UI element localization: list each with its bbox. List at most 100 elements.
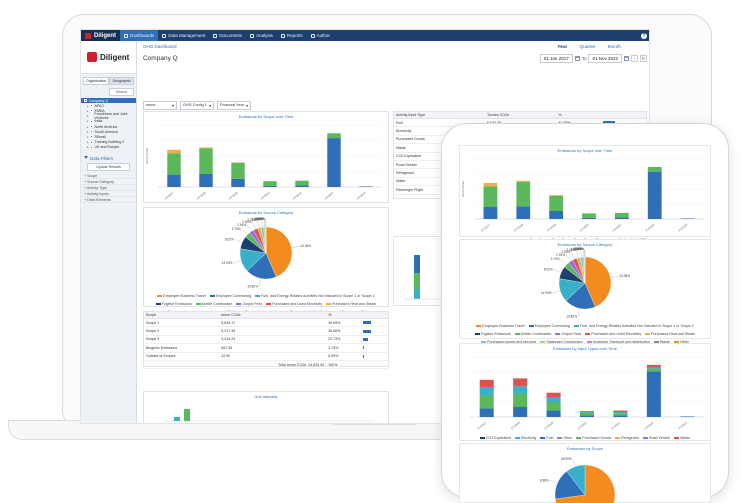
filter-item[interactable]: + Activity Inputs <box>81 191 136 197</box>
col-scope[interactable]: Scope <box>144 312 220 319</box>
checkbox[interactable] <box>89 130 93 134</box>
col-activity-tonnes[interactable]: Tonnes CO2e <box>485 112 557 119</box>
checkbox[interactable] <box>89 125 93 129</box>
period-quarter[interactable]: Quarter <box>579 45 596 50</box>
legend-entry[interactable]: Mobile Combustion <box>514 332 551 336</box>
legend-entry[interactable]: Purchased and Used Electricity <box>266 302 322 306</box>
caret-right-icon[interactable]: ▸ <box>87 103 89 108</box>
legend-entry[interactable]: Purchased and Used Electricity <box>585 332 641 336</box>
table-row[interactable]: Scope 3 3,415.24 23.73% <box>144 335 388 345</box>
nav-data-management[interactable]: Data Management <box>158 30 209 41</box>
date-to-field[interactable]: 01 Nov 2022 <box>588 54 622 63</box>
tree-item[interactable]: ▸ Franchises and Joint Ventures <box>81 112 136 120</box>
col-pct[interactable]: % <box>326 312 361 319</box>
nav-analysis[interactable]: Analysis <box>246 30 277 41</box>
caret-right-icon[interactable]: ▸ <box>87 140 89 145</box>
legend-entry[interactable]: Mobile Combustion <box>195 302 232 306</box>
legend-entry[interactable]: Fugitive Emissions <box>474 332 511 336</box>
legend-entry[interactable]: Waste <box>674 436 690 440</box>
checkbox[interactable] <box>89 145 93 149</box>
legend-entry[interactable]: CO2 Equivalent <box>479 436 511 440</box>
caret-right-icon[interactable]: ▸ <box>87 129 89 134</box>
checkbox[interactable] <box>89 119 93 123</box>
checkbox[interactable] <box>84 99 87 103</box>
filter-item[interactable]: + Source Category <box>81 179 136 185</box>
legend-entry[interactable]: Fuel- and Energy-Related Activities Not … <box>574 324 694 328</box>
tree-item[interactable]: ▸ North America <box>81 124 136 129</box>
legend-entry[interactable]: Other <box>557 436 572 440</box>
legend-entry[interactable]: Upstream Transport and distribution <box>586 340 650 344</box>
tab-geographic[interactable]: Geographic <box>109 77 134 85</box>
caret-right-icon[interactable]: ▸ <box>87 119 89 124</box>
brand[interactable]: Diligent <box>81 30 120 41</box>
year-type-select[interactable]: Financial Year ▾ <box>217 101 251 110</box>
calendar-icon[interactable] <box>624 56 629 61</box>
nav-reports[interactable]: Reports <box>277 30 307 41</box>
caret-right-icon[interactable]: ▸ <box>87 145 89 150</box>
legend-entry[interactable]: Waste <box>653 340 670 344</box>
legend-entry[interactable]: Electricity <box>514 436 536 440</box>
calendar-icon[interactable] <box>574 56 580 61</box>
unit-select[interactable]: tonne ▾ <box>143 101 177 110</box>
checkbox[interactable] <box>89 135 93 139</box>
filter-item[interactable]: + Activity Type <box>81 185 136 191</box>
legend-entry[interactable]: Purchased Goods <box>576 436 611 440</box>
nav-documents[interactable]: Documents <box>209 30 246 41</box>
filter-item[interactable]: + Data Elements <box>81 197 136 203</box>
tree-item[interactable]: ▸ SEmail <box>81 134 136 139</box>
help-icon[interactable]: ? <box>641 32 647 39</box>
legend-entry[interactable]: Road Vehicle <box>642 436 670 440</box>
legend-entry[interactable]: Fugitive Emissions <box>155 302 192 306</box>
next-period-button[interactable]: › <box>631 55 638 62</box>
legend-entry[interactable]: Employee Commuting <box>209 294 251 298</box>
caret-right-icon[interactable]: ▸ <box>87 114 89 119</box>
checkbox[interactable] <box>89 109 93 113</box>
tree-item[interactable]: ▸ APAC <box>81 103 136 108</box>
legend-entry[interactable]: Purchased Heat and Steam <box>645 332 695 336</box>
legend-entry[interactable]: Employee Commuting <box>528 324 570 328</box>
col-activity-pct[interactable]: % <box>556 112 601 119</box>
refresh-icon[interactable]: ↻ <box>640 55 647 62</box>
filter-item[interactable]: + Scope <box>81 173 136 179</box>
col-activity-type[interactable]: Activity Input Type <box>394 112 485 119</box>
breadcrumb[interactable]: GHG Dashboard <box>143 44 177 49</box>
checkbox[interactable] <box>89 140 93 144</box>
tree-item[interactable]: ▸ India <box>81 119 136 124</box>
table-row[interactable]: Scope 2 5,217.49 35.66% <box>144 326 388 336</box>
caret-right-icon[interactable]: ▸ <box>87 124 89 129</box>
caret-right-icon[interactable]: ▸ <box>87 134 89 139</box>
table-row[interactable]: Biogenic Emissions 557.54 3.79% <box>144 343 388 353</box>
date-from-field[interactable]: 01 Jan 2017 <box>539 54 573 63</box>
tree-item[interactable]: ▸ South America <box>81 129 136 134</box>
search-button[interactable]: Search <box>109 88 134 96</box>
col-tonnes[interactable]: tonne CO2e <box>219 312 327 319</box>
caret-right-icon[interactable]: ▸ <box>87 108 89 113</box>
legend-entry[interactable]: Fuel <box>540 436 553 440</box>
legend-entry[interactable]: Other <box>673 340 689 344</box>
data-filters-header[interactable]: Data Filters <box>81 156 136 161</box>
table-row[interactable]: Outside of Scopes 12.90 0.09% <box>144 352 388 361</box>
table-row[interactable]: Scope 1 5,839.17 39.69% <box>144 318 388 328</box>
legend-entry[interactable]: Employee Business Travel <box>157 294 206 298</box>
tab-organization[interactable]: Organization <box>83 77 110 85</box>
config-select[interactable]: GHG Config 1 ▾ <box>180 101 214 110</box>
period-year[interactable]: Year <box>557 45 568 50</box>
nav-author[interactable]: Author <box>307 30 334 41</box>
legend-entry[interactable]: Refrigerant <box>615 436 639 440</box>
period-month[interactable]: Month <box>607 45 621 50</box>
tree-item[interactable]: Company Q <box>81 98 136 104</box>
tree-item[interactable]: ▸ Training Building 2 <box>81 140 136 145</box>
tree-item[interactable]: ▸ UK and Europe <box>81 145 136 150</box>
legend-entry[interactable]: Purchased Heat and Steam <box>326 302 376 306</box>
update-results-button[interactable]: Update Results <box>87 162 130 171</box>
legend-entry[interactable]: Output Fees <box>555 332 581 336</box>
tree-item[interactable]: ▸ EMEA <box>81 108 136 113</box>
legend-entry[interactable]: Fuel- and Energy-Related Activities Not … <box>255 294 375 298</box>
legend-entry[interactable]: Stationary Combustion <box>540 340 583 344</box>
checkbox[interactable] <box>89 114 93 118</box>
nav-dashboards[interactable]: Dashboards <box>120 30 159 41</box>
legend-entry[interactable]: Employee Business Travel <box>476 324 525 328</box>
checkbox[interactable] <box>89 104 93 108</box>
legend-entry[interactable]: Purchased goods and services <box>481 340 536 344</box>
legend-entry[interactable]: Output Fees <box>236 302 262 306</box>
